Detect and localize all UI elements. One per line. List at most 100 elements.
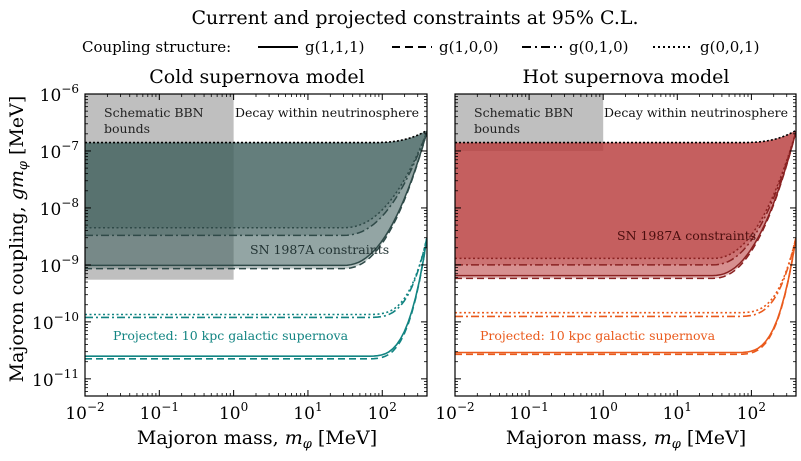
x-tick-exponent: −1 [531,400,549,414]
projected-line-dashdot [85,237,427,319]
x-tick-base: 10 [140,404,162,424]
sn1987a-region-dashed [455,130,796,279]
x-tick-exponent: 0 [610,400,618,414]
sn1987a-region-solid [455,130,796,276]
y-tick-label: 10−10 [32,310,79,334]
projected-line-dashdot [455,237,796,318]
sn1987a-line-dashed [85,131,427,270]
x-axis-label-cold: Majoron mass, mφ [MeV] [137,427,377,452]
bbn-label-line2: bounds [474,121,520,136]
y-tick-exponent: −9 [61,253,79,267]
y-tick-label: 10−7 [40,139,79,163]
bbn-region [455,94,604,151]
projected-line-dotted [85,237,427,316]
x-tick-label: 100 [589,400,618,424]
x-tick-exponent: −2 [87,400,105,414]
y-tick-base: 10 [40,143,62,163]
y-tick-label: 10−11 [32,367,79,391]
sn1987a-line-dotted [85,131,427,229]
sn1987a-label: SN 1987A constraints [617,228,756,243]
sn1987a-region-dashdot [455,130,796,265]
x-tick-label: 102 [737,400,766,424]
x-tick-base: 10 [435,404,457,424]
x-tick-base: 10 [293,404,315,424]
decay-label: Decay within neutrinosphere [235,105,419,120]
y-tick-base: 10 [40,200,62,220]
legend: Coupling structure: g(1,1,1) g(1,0,0) g(… [82,38,759,56]
projected-label: Projected: 10 kpc galactic supernova [480,328,716,343]
sn1987a-region-dotted [85,130,427,228]
x-tick-exponent: 2 [389,400,397,414]
x-tick-exponent: 1 [684,400,692,414]
x-tick-exponent: −2 [457,400,475,414]
x-tick-exponent: −1 [161,400,179,414]
sn1987a-line-solid [455,131,796,277]
y-tick-exponent: −8 [61,196,79,210]
x-tick-base: 10 [219,404,241,424]
y-tick-base: 10 [40,257,62,277]
x-tick-base: 10 [368,404,390,424]
bbn-label-line2: bounds [104,121,150,136]
projected-line-solid [85,237,427,357]
x-axis-label-hot: Majoron mass, mφ [MeV] [506,427,746,452]
sn1987a-label: SN 1987A constraints [250,242,389,257]
projected-line-dashed [85,237,427,360]
legend-label-100: g(1,0,0) [439,38,498,56]
projected-label: Projected: 10 kpc galactic supernova [113,328,349,343]
decay-label: Decay within neutrinosphere [604,105,788,120]
y-tick-label: 10−6 [40,82,79,106]
bbn-label-line1: Schematic BBN [104,105,204,120]
legend-title: Coupling structure: [82,38,231,56]
decay-boundary-line [85,129,427,144]
x-tick-base: 10 [663,404,685,424]
y-tick-base: 10 [32,314,54,334]
x-tick-label: 101 [293,400,322,424]
x-tick-base: 10 [589,404,611,424]
x-tick-label: 10−2 [435,400,474,424]
x-tick-base: 10 [737,404,759,424]
panel-title-hot: Hot supernova model [523,66,730,88]
sn1987a-line-dashdot [85,131,427,237]
decay-boundary-line [455,129,796,144]
y-tick-exponent: −7 [61,139,79,153]
plot-area [455,94,796,356]
sn1987a-region-dashed [85,130,427,269]
x-tick-exponent: 0 [241,400,249,414]
sn1987a-region-dashdot [85,130,427,236]
legend-label-001: g(0,0,1) [700,38,759,56]
sn1987a-region-dotted [455,130,796,259]
y-tick-base: 10 [32,371,54,391]
x-tick-label: 100 [219,400,248,424]
x-tick-label: 101 [663,400,692,424]
x-tick-exponent: 1 [315,400,323,414]
bbn-region [85,94,234,280]
x-tick-base: 10 [65,404,87,424]
projected-line-solid [455,237,796,354]
legend-label-111: g(1,1,1) [305,38,364,56]
x-tick-exponent: 2 [758,400,766,414]
x-tick-label: 10−2 [65,400,104,424]
figure-title: Current and projected constraints at 95%… [191,7,638,29]
y-tick-label: 10−9 [40,253,79,277]
y-tick-exponent: −10 [54,310,79,324]
bbn-label-line1: Schematic BBN [474,105,574,120]
projected-line-dashed [455,237,796,356]
sn1987a-region-solid [85,130,427,266]
plot-area [85,94,427,360]
y-tick-label: 10−8 [40,196,79,220]
y-tick-exponent: −11 [54,367,79,381]
projected-line-dotted [455,237,796,314]
sn1987a-line-solid [85,131,427,267]
y-tick-exponent: −6 [61,82,79,96]
y-tick-base: 10 [40,86,62,106]
panel-title-cold: Cold supernova model [149,66,364,88]
x-tick-label: 102 [368,400,397,424]
x-tick-label: 10−1 [509,400,548,424]
legend-label-010: g(0,1,0) [569,38,628,56]
y-axis-label: Majoron coupling, gmφ [MeV] [6,96,31,383]
sn1987a-line-dashed [455,131,796,280]
x-tick-base: 10 [509,404,531,424]
